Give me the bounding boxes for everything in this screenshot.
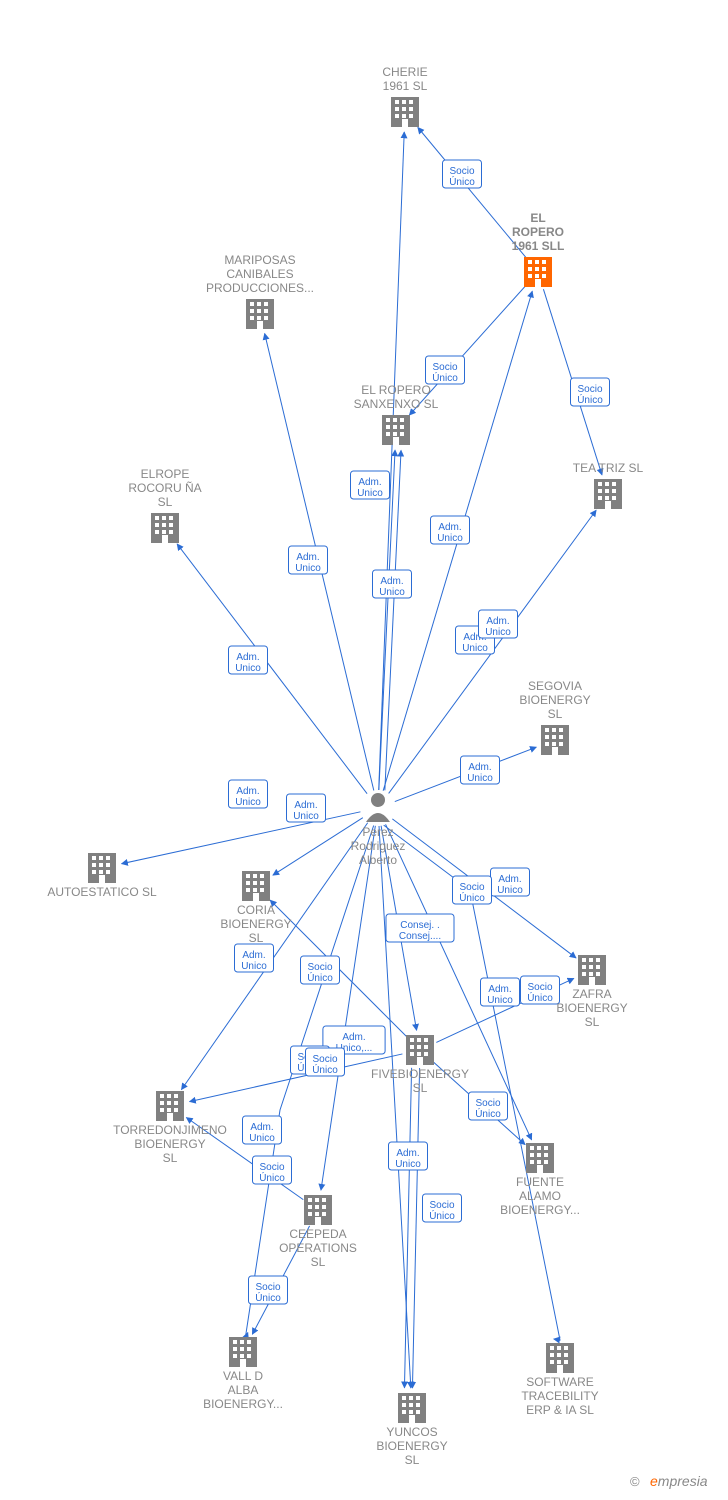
edge-label: SocioÚnico	[475, 1098, 501, 1120]
edge-label: Adm.Unico	[235, 786, 261, 808]
node-label: CHERIE1961 SL	[382, 65, 427, 93]
node-label: VALL DALBABIOENERGY...	[203, 1369, 283, 1411]
company-node[interactable]: SEGOVIABIOENERGYSL	[519, 679, 590, 755]
node-label: AUTOESTATICO SL	[47, 885, 157, 899]
edge-label: SocioÚnico	[577, 384, 603, 406]
node-label: ELROPERO1961 SLL	[512, 211, 565, 253]
edge-label: Adm.Unico	[379, 576, 405, 598]
company-node[interactable]: CHERIE1961 SL	[382, 65, 427, 127]
edge-label: Adm.Unico	[295, 552, 321, 574]
node-label: TORREDONJIMENOBIOENERGYSL	[113, 1123, 227, 1165]
node-label: SOFTWARETRACEBILITYERP & IA SL	[521, 1375, 598, 1417]
company-node[interactable]: ELROPEROCORU ÑASL	[128, 467, 201, 543]
edge	[412, 1068, 419, 1388]
copyright-symbol: ©	[630, 1474, 640, 1489]
edge	[321, 826, 375, 1190]
company-node[interactable]: CORIABIOENERGYSL	[220, 871, 291, 945]
edge-label: Adm.Unico	[487, 984, 513, 1006]
edge-label: SocioÚnico	[432, 362, 458, 384]
edge-label: SocioÚnico	[307, 962, 333, 984]
company-node[interactable]: TORREDONJIMENOBIOENERGYSL	[113, 1091, 227, 1165]
edge-label: Adm.Unico	[395, 1148, 421, 1170]
edge-label: SocioÚnico	[449, 166, 475, 188]
company-node[interactable]: YUNCOSBIOENERGYSL	[376, 1393, 447, 1467]
footer-brand: empresia	[650, 1473, 708, 1489]
edge-label: Adm.Unico	[437, 522, 463, 544]
edge-label: SocioÚnico	[527, 982, 553, 1004]
edge-label: Consej. .Consej....	[399, 920, 441, 942]
node-label: SEGOVIABIOENERGYSL	[519, 679, 590, 721]
company-node[interactable]: FUENTEALAMOBIOENERGY...	[500, 1143, 580, 1217]
company-node[interactable]: SOFTWARETRACEBILITYERP & IA SL	[521, 1343, 598, 1417]
node-label: CORIABIOENERGYSL	[220, 903, 291, 945]
company-node[interactable]: ZAFRABIOENERGYSL	[556, 955, 627, 1029]
edge-label: Adm.Unico	[485, 616, 511, 638]
company-node[interactable]: VALL DALBABIOENERGY...	[203, 1337, 283, 1411]
company-node[interactable]: MARIPOSASCANIBALESPRODUCCIONES...	[206, 253, 314, 329]
edge-label: Adm.Unico	[467, 762, 493, 784]
company-node[interactable]: FIVEBIOENERGYSL	[371, 1035, 469, 1095]
edge	[418, 127, 527, 258]
company-node[interactable]: TEA TRIZ SL	[573, 461, 644, 509]
node-label: ELROPEROCORU ÑASL	[128, 467, 201, 509]
node-label: ZAFRABIOENERGYSL	[556, 987, 627, 1029]
company-node[interactable]: EL ROPEROSANXENXO SL	[354, 383, 439, 445]
edge	[177, 544, 367, 794]
edge-label: Adm.Unico	[249, 1122, 275, 1144]
node-label: CEEPEDAOPERATIONSSL	[279, 1227, 357, 1269]
person-node[interactable]: PerezRodriguezAlberto	[351, 793, 406, 867]
node-label: TEA TRIZ SL	[573, 461, 644, 475]
node-label: MARIPOSASCANIBALESPRODUCCIONES...	[206, 253, 314, 295]
edge-label: Adm.Unico	[235, 652, 261, 674]
node-label: PerezRodriguezAlberto	[351, 825, 406, 867]
edge-label: Adm.Unico	[293, 800, 319, 822]
edge-label: SocioÚnico	[255, 1282, 281, 1304]
edge-label: SocioÚnico	[459, 882, 485, 904]
company-node[interactable]: CEEPEDAOPERATIONSSL	[279, 1195, 357, 1269]
company-node[interactable]: ELROPERO1961 SLL	[512, 211, 565, 287]
edge-label: Adm.Unico	[357, 477, 383, 499]
edge-label: SocioÚnico	[259, 1162, 285, 1184]
edge-label: SocioÚnico	[312, 1054, 338, 1076]
edge-label: Adm.Unico	[241, 950, 267, 972]
node-label: FUENTEALAMOBIOENERGY...	[500, 1175, 580, 1217]
node-label: EL ROPEROSANXENXO SL	[354, 383, 439, 411]
edge-label: SocioÚnico	[429, 1200, 455, 1222]
edge	[273, 818, 363, 876]
edge-label: Adm.Unico	[497, 874, 523, 896]
node-label: YUNCOSBIOENERGYSL	[376, 1425, 447, 1467]
network-diagram: SocioÚnico SocioÚnico SocioÚnico Adm.Unico A…	[0, 0, 728, 1500]
